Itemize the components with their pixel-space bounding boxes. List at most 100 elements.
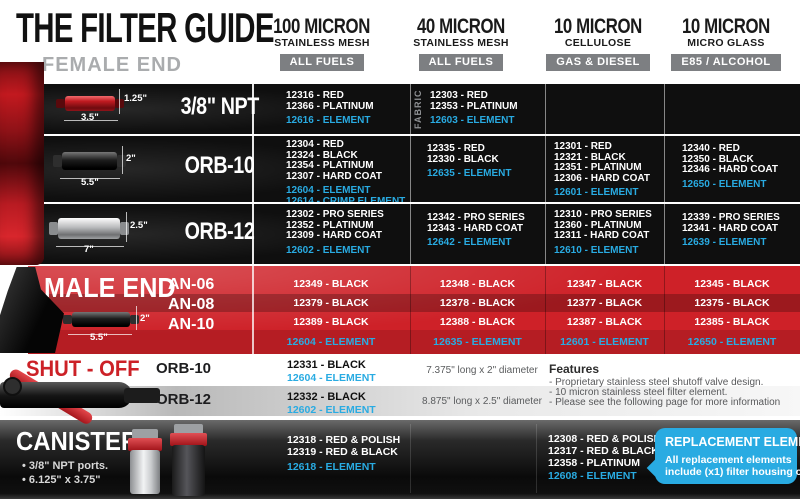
element-part-number: 12635 - ELEMENT: [427, 168, 512, 179]
measure-line: [126, 212, 127, 242]
row-label-an06: AN-06: [168, 276, 215, 293]
part-number: 12353 - PLATINUM: [430, 100, 518, 112]
part-number: 12387 - BLACK: [566, 316, 643, 328]
parts-cell: 12335 - RED 12330 - BLACK 12635 - ELEMEN…: [427, 143, 512, 180]
parts-cell: 12340 - RED 12350 - BLACK 12346 - HARD C…: [682, 143, 778, 190]
column-divider: [252, 204, 254, 264]
fuel-badge: ALL FUELS: [418, 54, 504, 71]
column-divider: [410, 424, 411, 493]
part-number: 12310 - PRO SERIES: [554, 209, 652, 220]
male-filter-image: [63, 312, 139, 327]
part-number: 12388 - BLACK: [439, 316, 516, 328]
element-part-number: 12602 - ELEMENT: [287, 404, 376, 416]
part-number: 12340 - RED: [682, 143, 740, 154]
element-part-number: 12616 - ELEMENT: [286, 115, 371, 126]
measure-line: [56, 246, 124, 247]
male-end-title: MALE END: [44, 272, 176, 303]
part-number: 12303 - RED: [430, 90, 488, 101]
column-divider: [664, 84, 665, 134]
canister-section: CANISTER • 3/8" NPT ports. • 6.125" x 3.…: [0, 420, 800, 499]
fuel-badge: GAS & DIESEL: [546, 54, 650, 71]
canister-filter-image-black: [170, 424, 207, 496]
element-part-number: 12618 - ELEMENT: [287, 461, 376, 473]
male-end-section: MALE END AN-06 AN-08 AN-10 2" 5.5" 12349…: [28, 266, 800, 354]
measure-line: [136, 306, 137, 330]
canister-filter-image-silver: [128, 429, 162, 494]
part-number: 12341 - HARD COAT: [682, 222, 778, 234]
row-label-an08: AN-08: [168, 296, 215, 313]
column-divider: [545, 136, 546, 202]
element-part-number: 12602 - ELEMENT: [286, 244, 371, 256]
part-number: 12339 - PRO SERIES: [682, 212, 780, 223]
element-part-number: 12608 - ELEMENT: [548, 470, 637, 482]
canister-body: [130, 450, 160, 494]
orb10-filter-image: [53, 152, 126, 170]
features-title: Features: [549, 362, 600, 376]
shutoff-title: SHUT - OFF: [26, 356, 140, 381]
media-label: STAINLESS MESH: [274, 37, 370, 49]
parts-cell: 12308 - RED & POLISH 12317 - RED & BLACK…: [548, 433, 661, 482]
part-number: 12345 - BLACK: [694, 278, 770, 290]
element-part-number: 12635 - ELEMENT: [433, 336, 522, 348]
npt-filter-image: [56, 96, 124, 111]
column-divider: [545, 204, 546, 264]
part-number: 12318 - RED & POLISH: [287, 434, 401, 446]
measure-line: [64, 120, 118, 121]
row-npt: 1.25" 3.5" 3/8" NPT 12316 - RED 12366 - …: [40, 84, 800, 134]
row-orb12: 2.5" 7" ORB-12 12302 - PRO SERIES 12352 …: [40, 204, 800, 264]
element-part-number: 12604 - ELEMENT: [286, 185, 371, 196]
column-divider: [252, 84, 254, 134]
column-header-10-micron-microglass: 10 MICRON MICRO GLASS E85 / ALCOHOL: [646, 16, 800, 71]
shutoff-dimensions: 7.375" long x 2" diameter: [426, 365, 538, 376]
red-filter-photo: [0, 62, 44, 265]
part-number: 12324 - BLACK: [286, 149, 358, 161]
element-part-number: 12601 - ELEMENT: [554, 187, 639, 198]
part-number: 12349 - BLACK: [293, 278, 369, 290]
part-number: 12352 - PLATINUM: [286, 219, 374, 231]
element-part-number: 12604 - ELEMENT: [287, 372, 376, 384]
part-number: 12385 - BLACK: [694, 316, 770, 328]
part-number: 12378 - BLACK: [439, 297, 516, 309]
element-part-number: 12604 - ELEMENT: [286, 336, 376, 348]
element-part-number: 12603 - ELEMENT: [430, 115, 515, 126]
canister-bullet: • 6.125" x 3.75": [22, 474, 101, 486]
part-number: 12348 - BLACK: [439, 278, 516, 290]
canister-cap: [128, 438, 162, 451]
part-number: 12311 - HARD COAT: [554, 230, 650, 241]
feature-item: - Proprietary stainless steel shutoff va…: [549, 377, 764, 388]
part-number: 12377 - BLACK: [566, 297, 643, 309]
part-number: 12360 - PLATINUM: [554, 219, 642, 231]
measure-line: [68, 334, 132, 335]
part-number: 12301 - RED: [554, 141, 612, 152]
part-number: 12389 - BLACK: [293, 316, 369, 328]
column-divider: [410, 266, 411, 354]
parts-cell: 12304 - RED 12324 - BLACK 12354 - PLATIN…: [286, 139, 406, 202]
column-header-10-micron-cellulose: 10 MICRON CELLULOSE GAS & DIESEL: [518, 16, 678, 71]
parts-cell: 12301 - RED 12321 - BLACK 12351 - PLATIN…: [554, 141, 650, 199]
dim-height: 1.25": [124, 93, 147, 104]
parts-cell: 12316 - RED 12366 - PLATINUM 12616 - ELE…: [286, 90, 374, 127]
orb12-filter-image: [49, 218, 129, 239]
feature-item: - 10 micron stainless steel filter eleme…: [549, 387, 728, 398]
part-number: 12316 - RED: [286, 90, 344, 101]
part-number: 12302 - PRO SERIES: [286, 209, 384, 220]
column-header-100-micron: 100 MICRON STAINLESS MESH ALL FUELS: [242, 16, 402, 71]
element-part-number: 12610 - ELEMENT: [554, 244, 639, 256]
dim-width: 5.5": [81, 177, 99, 188]
part-number: 12307 - HARD COAT: [286, 170, 382, 182]
media-label: STAINLESS MESH: [413, 37, 509, 49]
element-part-number: 12614 - CRIMP ELEMENT: [286, 195, 406, 202]
part-number: 12335 - RED: [427, 143, 485, 154]
part-number: 12321 - BLACK: [554, 151, 626, 163]
row-label-orb12: ORB-12: [185, 218, 255, 245]
column-divider: [664, 204, 665, 264]
shutoff-dimensions: 8.875" long x 2.5" diameter: [422, 396, 542, 407]
part-number: 12317 - RED & BLACK: [548, 445, 659, 457]
part-number: 12319 - RED & BLACK: [287, 446, 398, 458]
row-label-an10: AN-10: [168, 316, 215, 333]
parts-cell: 12318 - RED & POLISH 12319 - RED & BLACK…: [287, 434, 400, 473]
part-number: 12347 - BLACK: [566, 278, 643, 290]
column-divider: [545, 84, 546, 134]
part-number: 12343 - HARD COAT: [427, 222, 523, 234]
